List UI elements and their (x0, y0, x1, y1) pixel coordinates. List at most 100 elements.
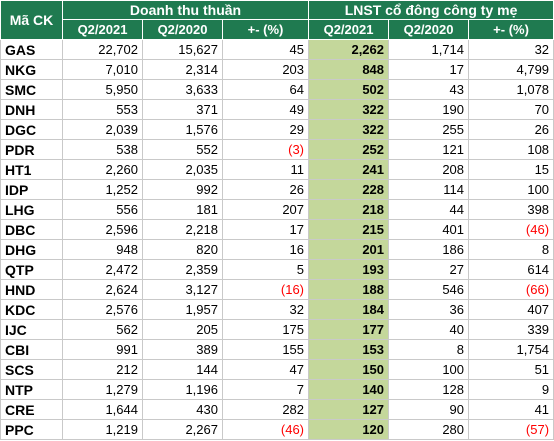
stock-code-cell: SCS (0, 359, 63, 380)
profit-q2-2021-cell: 150 (308, 359, 390, 380)
profit-q2-2021-cell: 228 (308, 179, 390, 200)
profit-change-header: +- (%) (468, 19, 554, 40)
profit-q2-2020-cell: 17 (388, 59, 470, 80)
profit-q2-2020-cell: 100 (388, 359, 470, 380)
stock-code-cell: DHG (0, 239, 63, 260)
stock-code-cell: IDP (0, 179, 63, 200)
revenue-q2-2020-header: Q2/2020 (142, 19, 223, 40)
profit-q2-2021-cell: 2,262 (308, 39, 390, 60)
revenue-q2-2020-cell: 1,196 (142, 379, 223, 400)
profit-q2-2021-cell: 322 (308, 99, 390, 120)
revenue-q2-2021-cell: 948 (62, 239, 143, 260)
profit-change-cell: 9 (468, 379, 554, 400)
stock-code-cell: KDC (0, 299, 63, 320)
profit-q2-2020-cell: 40 (388, 319, 470, 340)
profit-q2-2020-cell: 114 (388, 179, 470, 200)
profit-change-cell: 614 (468, 259, 554, 280)
revenue-q2-2020-cell: 3,633 (142, 79, 223, 100)
profit-change-cell: 1,754 (468, 339, 554, 360)
revenue-change-cell: 282 (221, 399, 310, 420)
profit-q2-2021-cell: 184 (308, 299, 390, 320)
stock-code-cell: NTP (0, 379, 63, 400)
revenue-q2-2021-cell: 22,702 (62, 39, 143, 60)
revenue-change-cell: 47 (221, 359, 310, 380)
revenue-q2-2021-cell: 7,010 (62, 59, 143, 80)
profit-q2-2021-cell: 241 (308, 159, 390, 180)
revenue-q2-2020-cell: 205 (142, 319, 223, 340)
table-row: DHG 948 820 16 201 186 8 (0, 239, 554, 260)
profit-q2-2020-cell: 1,714 (388, 39, 470, 60)
revenue-change-cell: 207 (221, 199, 310, 220)
profit-q2-2021-cell: 252 (308, 139, 390, 160)
profit-q2-2020-cell: 90 (388, 399, 470, 420)
profit-q2-2021-cell: 177 (308, 319, 390, 340)
revenue-change-cell: 175 (221, 319, 310, 340)
revenue-change-cell: (3) (221, 139, 310, 160)
table-row: HT1 2,260 2,035 11 241 208 15 (0, 159, 554, 180)
revenue-q2-2020-cell: 3,127 (142, 279, 223, 300)
revenue-q2-2021-cell: 2,260 (62, 159, 143, 180)
revenue-q2-2021-cell: 2,472 (62, 259, 143, 280)
profit-q2-2021-cell: 502 (308, 79, 390, 100)
profit-q2-2020-cell: 121 (388, 139, 470, 160)
stock-code-cell: HT1 (0, 159, 63, 180)
revenue-q2-2020-cell: 430 (142, 399, 223, 420)
revenue-change-cell: 5 (221, 259, 310, 280)
table-row: DGC 2,039 1,576 29 322 255 26 (0, 119, 554, 140)
profit-q2-2021-cell: 322 (308, 119, 390, 140)
table-row: IJC 562 205 175 177 40 339 (0, 319, 554, 340)
profit-q2-2020-cell: 27 (388, 259, 470, 280)
profit-change-cell: 70 (468, 99, 554, 120)
profit-q2-2021-cell: 215 (308, 219, 390, 240)
stock-code-cell: HND (0, 279, 63, 300)
profit-change-cell: 8 (468, 239, 554, 260)
profit-q2-2020-cell: 128 (388, 379, 470, 400)
profit-q2-2020-cell: 280 (388, 419, 470, 440)
table-row: PPC 1,219 2,267 (46) 120 280 (57) (0, 419, 554, 440)
profit-q2-2020-cell: 255 (388, 119, 470, 140)
profit-q2-2021-cell: 848 (308, 59, 390, 80)
table-row: SMC 5,950 3,633 64 502 43 1,078 (0, 79, 554, 100)
revenue-change-header: +- (%) (221, 19, 310, 40)
revenue-group-header: Doanh thu thuần (61, 0, 310, 20)
revenue-q2-2021-cell: 562 (62, 319, 143, 340)
revenue-q2-2021-cell: 538 (62, 139, 143, 160)
revenue-q2-2021-header: Q2/2021 (62, 19, 143, 40)
revenue-change-cell: 49 (221, 99, 310, 120)
revenue-q2-2020-cell: 992 (142, 179, 223, 200)
stock-code-cell: QTP (0, 259, 63, 280)
table-row: HND 2,624 3,127 (16) 188 546 (66) (0, 279, 554, 300)
net-profit-group-header: LNST cổ đông công ty mẹ (308, 0, 554, 20)
profit-q2-2021-cell: 193 (308, 259, 390, 280)
revenue-change-cell: 11 (221, 159, 310, 180)
stock-code-cell: CBI (0, 339, 63, 360)
stock-code-cell: PPC (0, 419, 63, 440)
revenue-q2-2020-cell: 144 (142, 359, 223, 380)
table-row: GAS 22,702 15,627 45 2,262 1,714 32 (0, 39, 554, 60)
revenue-q2-2021-cell: 2,039 (62, 119, 143, 140)
profit-change-cell: 108 (468, 139, 554, 160)
table-row: DBC 2,596 2,218 17 215 401 (46) (0, 219, 554, 240)
stock-code-cell: PDR (0, 139, 63, 160)
profit-q2-2020-cell: 44 (388, 199, 470, 220)
profit-q2-2021-header: Q2/2021 (308, 19, 390, 40)
revenue-change-cell: 16 (221, 239, 310, 260)
profit-q2-2020-cell: 546 (388, 279, 470, 300)
profit-change-cell: 398 (468, 199, 554, 220)
revenue-q2-2020-cell: 2,314 (142, 59, 223, 80)
profit-q2-2021-cell: 120 (308, 419, 390, 440)
stock-code-cell: IJC (0, 319, 63, 340)
profit-change-cell: 1,078 (468, 79, 554, 100)
stock-code-header: Mã CK (0, 0, 63, 40)
table-row: QTP 2,472 2,359 5 193 27 614 (0, 259, 554, 280)
table-row: PDR 538 552 (3) 252 121 108 (0, 139, 554, 160)
profit-change-cell: 32 (468, 39, 554, 60)
stock-code-cell: DNH (0, 99, 63, 120)
table-row: NKG 7,010 2,314 203 848 17 4,799 (0, 59, 554, 80)
stock-code-cell: NKG (0, 59, 63, 80)
revenue-q2-2020-cell: 1,957 (142, 299, 223, 320)
revenue-q2-2021-cell: 5,950 (62, 79, 143, 100)
profit-change-cell: 51 (468, 359, 554, 380)
profit-change-cell: (66) (468, 279, 554, 300)
